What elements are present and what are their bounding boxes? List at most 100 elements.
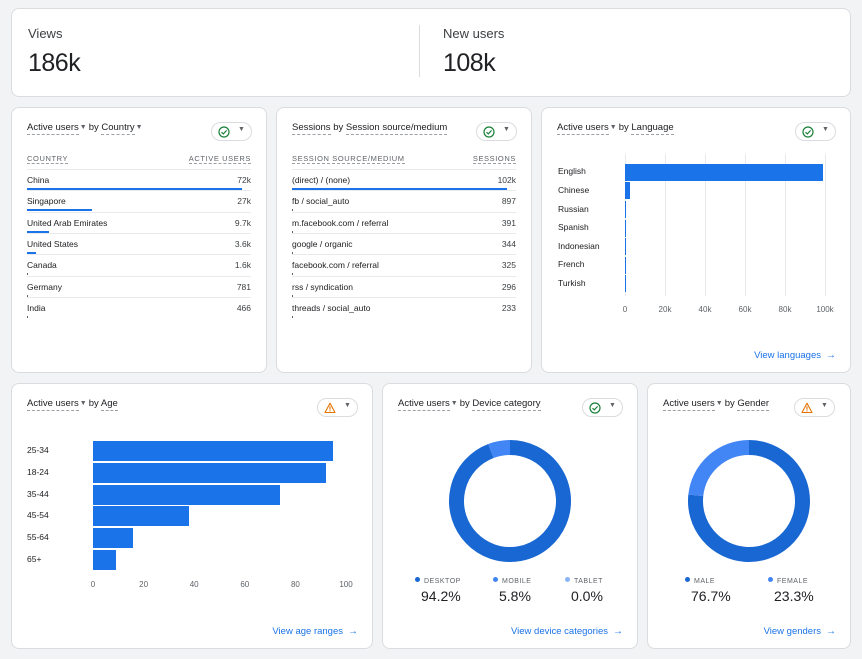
dimension-selector[interactable]: Country — [101, 122, 135, 135]
metric-selector[interactable]: Sessions — [292, 122, 331, 135]
view-languages-link[interactable]: View languages → — [754, 350, 836, 361]
age-card: Active users▼ by Age ▼ 0 20 40 60 80 100 25-34 1… — [11, 383, 373, 649]
status-dropdown[interactable]: ▼ — [476, 122, 517, 141]
bar[interactable] — [625, 256, 626, 274]
source-card: Sessions by Session source/medium ▼ SESS… — [276, 107, 532, 373]
dimension-selector[interactable]: Device category — [472, 398, 541, 411]
donut-slice-female[interactable] — [688, 440, 750, 497]
category-label: 45-54 — [27, 510, 49, 521]
bar[interactable] — [625, 201, 626, 218]
caret-down-icon[interactable]: ▼ — [715, 400, 723, 407]
metric-selector[interactable]: Active users — [27, 122, 79, 135]
category-label: Turkish — [558, 277, 586, 288]
dimension-selector[interactable]: Age — [100, 398, 118, 411]
bar[interactable] — [93, 528, 134, 549]
row-value: 3.6k — [234, 238, 251, 249]
table-row[interactable]: China 72k — [27, 169, 251, 190]
metric-selector[interactable]: Active users — [27, 398, 79, 411]
metric-selector[interactable]: Active users — [663, 398, 715, 411]
status-dropdown[interactable]: ▼ — [582, 398, 623, 417]
donut-slice-desktop[interactable] — [449, 440, 571, 562]
column-header-metric[interactable]: ACTIVE USERS — [188, 154, 251, 164]
kpi-label-new-users: New users — [443, 26, 505, 41]
bar[interactable] — [625, 219, 626, 237]
row-label: facebook.com / referral — [292, 260, 379, 271]
bar[interactable] — [93, 484, 281, 505]
table-row[interactable]: m.facebook.com / referral 391 — [292, 211, 516, 233]
bar[interactable] — [625, 238, 626, 256]
legend-value: 94.2% — [421, 588, 461, 604]
legend-dot — [565, 577, 570, 582]
table-row[interactable]: Canada 1.6k — [27, 254, 251, 276]
donut-svg — [449, 440, 571, 562]
check-circle-icon — [589, 402, 601, 414]
table-row[interactable]: threads / social_auto 233 — [292, 296, 516, 318]
row-label: Singapore — [27, 196, 66, 207]
view-device-categories-link[interactable]: View device categories → — [511, 626, 623, 637]
kpi-value-new-users: 108k — [443, 49, 496, 77]
dimension-selector[interactable]: Session source/medium — [345, 122, 448, 135]
caret-down-icon[interactable]: ▼ — [450, 400, 458, 407]
bar[interactable] — [625, 182, 630, 200]
gridline — [705, 154, 706, 296]
view-age-ranges-link[interactable]: View age ranges → — [272, 626, 358, 637]
row-label: fb / social_auto — [292, 196, 350, 207]
x-tick-label: 0 — [90, 580, 96, 589]
status-dropdown[interactable]: ▼ — [794, 398, 835, 417]
bar[interactable] — [625, 163, 823, 181]
table-row[interactable]: India 466 — [27, 296, 251, 318]
row-bar — [27, 251, 36, 254]
caret-down-icon[interactable]: ▼ — [609, 124, 617, 131]
bar[interactable] — [93, 506, 190, 527]
device-card: Active users▼ by Device category ▼ DESKTO… — [382, 383, 638, 649]
category-label: 25-34 — [27, 444, 49, 455]
donut-slice-mobile[interactable] — [488, 440, 511, 459]
table-row[interactable]: United States 3.6k — [27, 232, 251, 254]
view-genders-link[interactable]: View genders → — [763, 626, 836, 637]
row-bar — [27, 315, 28, 318]
category-label: 65+ — [27, 553, 42, 564]
column-header-dimension[interactable]: COUNTRY — [27, 154, 69, 164]
x-tick-label: 60 — [240, 580, 250, 589]
row-value: 1.6k — [234, 260, 251, 271]
gender-card: Active users▼ by Gender ▼ MALE 76.7% FEMALE… — [647, 383, 851, 649]
table-row[interactable]: United Arab Emirates 9.7k — [27, 211, 251, 233]
column-header-dimension[interactable]: SESSION SOURCE/MEDIUM — [292, 154, 405, 164]
row-bar — [27, 273, 28, 276]
column-header-metric[interactable]: SESSIONS — [472, 154, 516, 164]
bar[interactable] — [93, 549, 116, 570]
table-row[interactable]: Germany 781 — [27, 275, 251, 297]
metric-selector[interactable]: Active users — [398, 398, 450, 411]
dimension-selector[interactable]: Gender — [737, 398, 770, 411]
row-label: United States — [27, 238, 79, 249]
row-label: Canada — [27, 260, 57, 271]
table-row[interactable]: rss / syndication 296 — [292, 275, 516, 297]
metric-selector[interactable]: Active users — [557, 122, 609, 135]
donut-slice-male[interactable] — [688, 440, 810, 562]
bar[interactable] — [93, 440, 334, 461]
caret-down-icon[interactable]: ▼ — [79, 124, 87, 131]
table-row[interactable]: facebook.com / referral 325 — [292, 254, 516, 276]
legend-dot — [415, 577, 420, 582]
row-bar — [292, 209, 293, 212]
status-dropdown[interactable]: ▼ — [211, 122, 252, 141]
row-label: Germany — [27, 281, 62, 292]
gridline — [745, 154, 746, 296]
caret-down-icon[interactable]: ▼ — [79, 400, 87, 407]
bar[interactable] — [625, 275, 626, 293]
table-row[interactable]: google / organic 344 — [292, 232, 516, 254]
bar[interactable] — [93, 462, 326, 483]
table-row[interactable]: (direct) / (none) 102k — [292, 169, 516, 190]
status-dropdown[interactable]: ▼ — [317, 398, 358, 417]
x-tick-label: 60k — [738, 305, 752, 314]
dimension-selector[interactable]: Language — [631, 122, 674, 135]
caret-down-icon[interactable]: ▼ — [135, 124, 143, 131]
card-title: Active users▼ by Gender — [663, 398, 770, 411]
kpi-label-views: Views — [28, 26, 63, 41]
status-dropdown[interactable]: ▼ — [795, 122, 836, 141]
card-title: Active users▼ by Device category — [398, 398, 541, 411]
row-bar — [292, 230, 293, 233]
table-row[interactable]: Singapore 27k — [27, 190, 251, 212]
row-value: 781 — [236, 281, 251, 292]
table-row[interactable]: fb / social_auto 897 — [292, 190, 516, 212]
